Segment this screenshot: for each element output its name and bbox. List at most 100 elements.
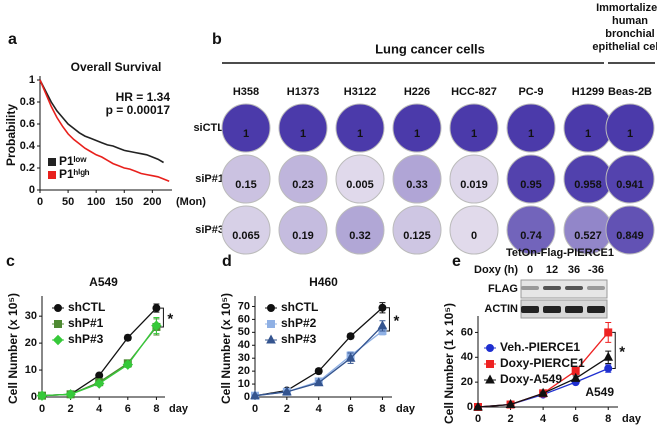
well [449,103,499,153]
panel-label: b [212,31,222,48]
y-tick-label: 70 [238,300,250,312]
series-line [39,79,164,164]
marker [570,372,581,382]
legend-label: shP#3 [281,332,317,346]
x-tick-label: 4 [540,413,547,425]
blot-title: TetOn-Flag-PIERCE1 [506,247,614,259]
marker [122,359,134,370]
well-value: 1 [585,128,591,140]
well [278,205,328,255]
lane-label: 12 [546,264,558,276]
note: A549 [585,385,614,399]
row-label: siCTL [193,122,224,134]
well [605,205,655,255]
x-tick-label: 4 [96,403,103,415]
y-tick-label: 30 [25,310,37,322]
y-tick-label: 0.2 [20,162,35,174]
legend-label: shP#2 [281,316,317,330]
marker [485,374,495,384]
marker [313,377,324,387]
y-tick-label: 60 [461,326,473,338]
marker [267,320,275,328]
y-tick-label: 40 [238,339,250,351]
well-value: 1 [300,128,306,140]
x-tick-label: 0 [475,413,481,425]
well [221,103,271,153]
y-tick-label: 0.6 [20,118,35,130]
well-value: 0.849 [616,230,644,242]
y-axis-label: Cell Number (x 10⁵) [219,293,233,404]
blot-band [587,286,605,290]
marker [378,303,387,312]
well [221,154,271,204]
significance: * [393,312,399,329]
legend-label: P1ʰⁱᵍʰ [59,167,90,181]
legend-label: Veh.-PIERCE1 [500,340,580,354]
well-value: 0.19 [292,230,313,242]
column-label: HCC-827 [451,86,497,98]
panel-label: c [6,253,15,270]
side-header: human [612,15,648,27]
legend-label: shCTL [281,300,318,314]
marker [345,352,356,362]
chart-title: A549 [89,275,118,289]
blot-band [587,306,605,313]
significance-bracket [386,307,390,332]
marker [505,398,516,409]
x-tick-label: 150 [115,196,133,208]
legend-swatch [48,171,56,179]
lane-header: Doxy (h) [474,264,518,276]
y-tick-label: 10 [238,378,250,390]
x-tick-label: 2 [284,403,290,415]
x-axis-label: day [396,403,416,415]
y-tick-label: 0 [29,184,35,196]
well [392,103,442,153]
legend-label: shP#1 [68,316,104,330]
legend-label: Doxy-PIERCE1 [500,356,585,370]
well-value: 0.125 [403,230,431,242]
column-label: H358 [233,86,259,98]
well [605,103,655,153]
blot-panel [520,279,608,299]
well-value: 0.065 [232,230,260,242]
marker [266,334,276,344]
x-tick-label: 6 [348,403,354,415]
blot-row-label: ACTIN [484,303,518,315]
y-tick-label: 20 [25,337,37,349]
well-value: 0.005 [346,179,374,191]
side-header: epithelial cells [592,41,657,53]
marker [36,390,48,401]
marker [94,378,105,389]
y-tick-label: 0.8 [20,96,35,108]
well-value: 0.019 [460,179,488,191]
well-value: 0.15 [235,179,256,191]
marker [314,367,323,376]
marker [486,360,494,368]
y-tick-label: 50 [238,326,250,338]
marker [250,390,260,400]
x-tick-label: 2 [68,403,74,415]
series-line [39,79,170,182]
y-axis-label: Cell Number (x 10⁵) [6,293,20,404]
well-value: 0.32 [349,230,370,242]
y-axis-label: Probability [4,104,18,166]
marker [54,304,62,312]
chart-title: H460 [309,275,338,289]
column-label: H1299 [572,86,604,98]
x-tick-label: 8 [605,413,611,425]
well-value: 0.95 [520,179,541,191]
x-axis-label: day [622,413,642,425]
well [605,154,655,204]
legend-label: P1ˡᵒʷ [59,154,87,168]
y-tick-label: 20 [238,365,250,377]
legend-label: shP#3 [68,332,104,346]
lane-label: 36 [568,264,580,276]
well [449,154,499,204]
y-tick-label: 0 [31,391,37,403]
significance: * [167,310,173,327]
x-tick-label: 2 [507,413,513,425]
y-tick-label: 10 [25,364,37,376]
annotation: p = 0.00017 [106,103,171,117]
well-value: 1 [627,128,633,140]
marker [282,386,292,396]
